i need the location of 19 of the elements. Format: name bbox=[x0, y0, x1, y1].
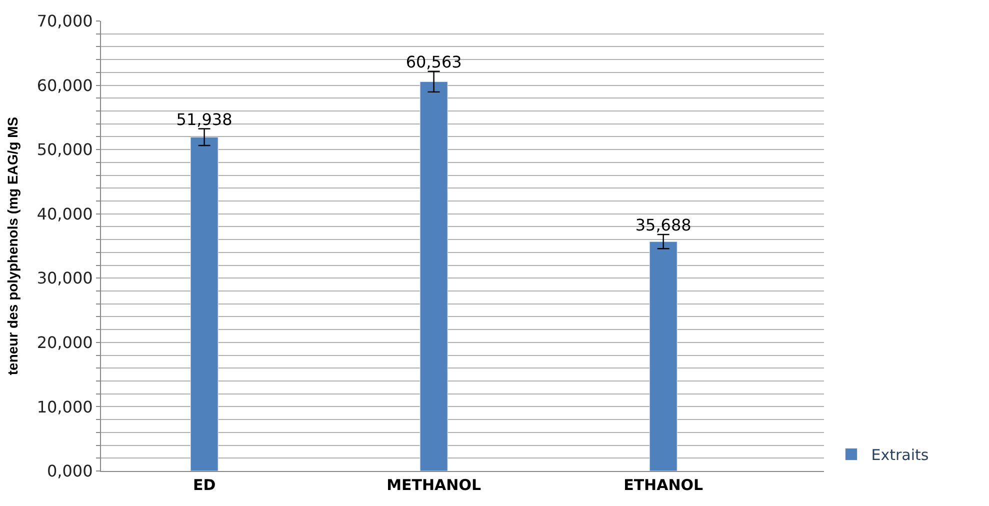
bar bbox=[190, 136, 218, 471]
y-tick-label: 70,000 bbox=[36, 12, 93, 31]
y-axis-title: teneur des polyphenols (mg EAG/g MS bbox=[4, 116, 20, 376]
x-tick-label: METHANOL bbox=[386, 476, 482, 494]
data-label: 51,938 bbox=[176, 110, 232, 129]
data-label: 60,563 bbox=[406, 52, 462, 72]
legend-label: Extraits bbox=[871, 446, 929, 464]
y-tick-label: 0,000 bbox=[46, 462, 93, 481]
x-tick-label: ED bbox=[192, 476, 216, 494]
data-label: 35,688 bbox=[635, 216, 692, 235]
y-tick-label: 40,000 bbox=[36, 204, 93, 224]
x-tick-label: ETHANOL bbox=[624, 476, 704, 494]
y-tick-label: 30,000 bbox=[36, 268, 93, 288]
bar bbox=[649, 241, 678, 471]
y-tick-label: 60,000 bbox=[36, 76, 93, 95]
bar bbox=[420, 81, 448, 471]
y-tick-label: 10,000 bbox=[36, 397, 93, 416]
y-tick-label: 50,000 bbox=[36, 140, 93, 160]
y-tick-label: 20,000 bbox=[36, 333, 93, 352]
